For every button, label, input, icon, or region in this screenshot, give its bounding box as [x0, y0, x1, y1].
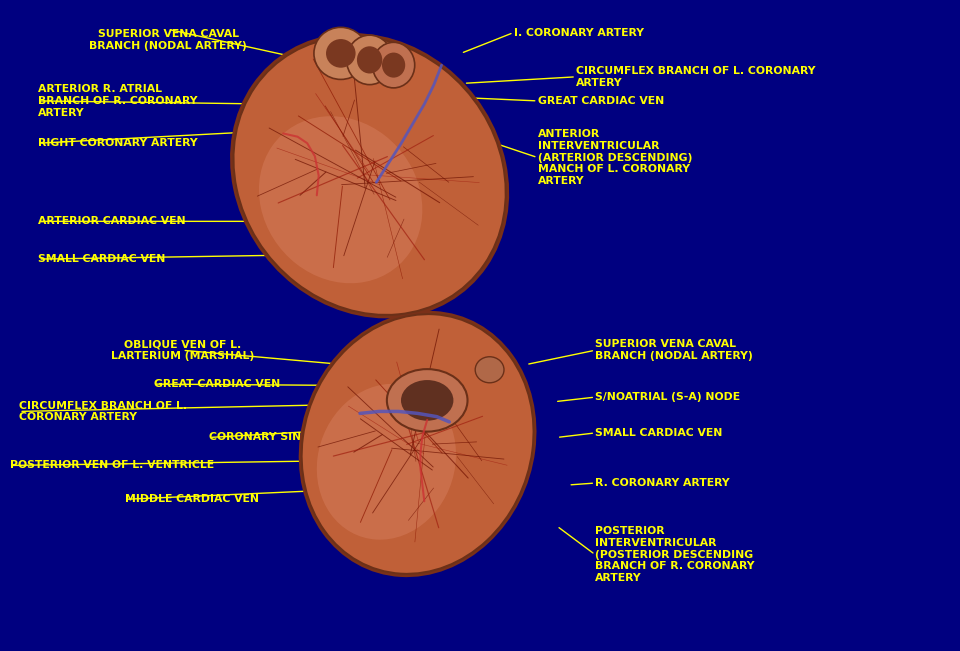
Ellipse shape: [326, 39, 355, 68]
Ellipse shape: [347, 35, 393, 85]
Text: ARTERIOR R. ATRIAL
BRANCH OF R. CORONARY
ARTERY: ARTERIOR R. ATRIAL BRANCH OF R. CORONARY…: [38, 85, 198, 117]
Ellipse shape: [233, 36, 506, 315]
Text: CORONARY SINUS: CORONARY SINUS: [209, 432, 318, 443]
Text: ARTERIOR CARDIAC VEN: ARTERIOR CARDIAC VEN: [38, 216, 186, 227]
Ellipse shape: [259, 117, 422, 283]
Text: I. CORONARY ARTERY: I. CORONARY ARTERY: [514, 27, 643, 38]
Ellipse shape: [475, 357, 504, 383]
Text: SMALL CARDIAC VEN: SMALL CARDIAC VEN: [595, 428, 723, 438]
Text: CIRCUMFLEX BRANCH OF L.
CORONARY ARTERY: CIRCUMFLEX BRANCH OF L. CORONARY ARTERY: [19, 400, 187, 422]
Ellipse shape: [357, 46, 382, 74]
Text: RIGHT CORONARY ARTERY: RIGHT CORONARY ARTERY: [38, 138, 198, 148]
Text: SUPERIOR VENA CAVAL
BRANCH (NODAL ARTERY): SUPERIOR VENA CAVAL BRANCH (NODAL ARTERY…: [89, 29, 247, 51]
Ellipse shape: [314, 27, 368, 79]
Text: POSTERIOR VEN OF L. VENTRICLE: POSTERIOR VEN OF L. VENTRICLE: [10, 460, 214, 471]
Text: ANTERIOR
INTERVENTRICULAR
(ARTERIOR DESCENDING)
MANCH OF L. CORONARY
ARTERY: ANTERIOR INTERVENTRICULAR (ARTERIOR DESC…: [538, 130, 692, 186]
Text: POSTERIOR
INTERVENTRICULAR
(POSTERIOR DESCENDING
BRANCH OF R. CORONARY
ARTERY: POSTERIOR INTERVENTRICULAR (POSTERIOR DE…: [595, 527, 755, 583]
Text: SUPERIOR VENA CAVAL
BRANCH (NODAL ARTERY): SUPERIOR VENA CAVAL BRANCH (NODAL ARTERY…: [595, 339, 753, 361]
Ellipse shape: [299, 311, 537, 577]
Text: SMALL CARDIAC VEN: SMALL CARDIAC VEN: [38, 254, 166, 264]
Ellipse shape: [301, 314, 534, 574]
Ellipse shape: [401, 380, 453, 421]
Ellipse shape: [230, 33, 509, 318]
Text: CIRCUMFLEX BRANCH OF L. CORONARY
ARTERY: CIRCUMFLEX BRANCH OF L. CORONARY ARTERY: [576, 66, 815, 88]
Ellipse shape: [317, 384, 456, 540]
Text: S/NOATRIAL (S-A) NODE: S/NOATRIAL (S-A) NODE: [595, 392, 740, 402]
Ellipse shape: [387, 369, 468, 432]
Text: GREAT CARDIAC VEN: GREAT CARDIAC VEN: [154, 379, 280, 389]
Text: MIDDLE CARDIAC VEN: MIDDLE CARDIAC VEN: [125, 494, 259, 505]
Text: GREAT CARDIAC VEN: GREAT CARDIAC VEN: [538, 96, 664, 106]
Text: R. CORONARY ARTERY: R. CORONARY ARTERY: [595, 478, 730, 488]
Ellipse shape: [382, 53, 405, 77]
Ellipse shape: [372, 42, 415, 88]
Text: OBLIQUE VEN OF L.
LARTERIUM (MARSHAL): OBLIQUE VEN OF L. LARTERIUM (MARSHAL): [110, 339, 254, 361]
